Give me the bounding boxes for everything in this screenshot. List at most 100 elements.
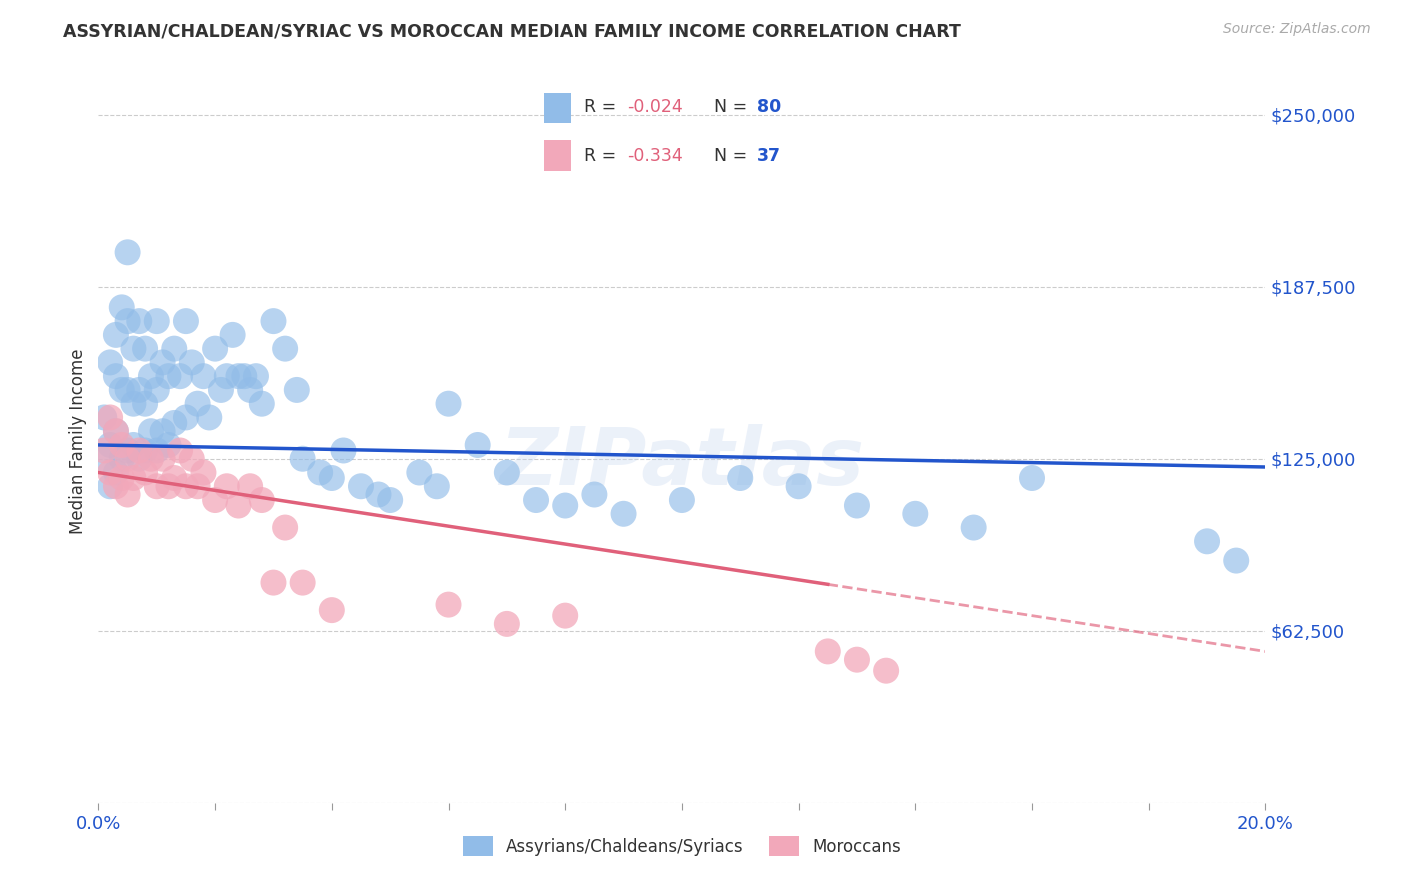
Point — [1195, 534, 1218, 549]
Point — [367, 487, 389, 501]
Point — [152, 424, 174, 438]
Point — [671, 493, 693, 508]
Point — [163, 416, 186, 430]
Point — [274, 342, 297, 356]
Point — [239, 479, 262, 493]
Text: ZIPatlas: ZIPatlas — [499, 425, 865, 502]
Point — [117, 451, 139, 466]
Point — [904, 507, 927, 521]
Text: 37: 37 — [756, 146, 780, 165]
Point — [163, 342, 186, 356]
Point — [193, 369, 215, 384]
Point — [111, 451, 134, 466]
Point — [180, 451, 202, 466]
Point — [93, 451, 115, 466]
Point — [198, 410, 221, 425]
Text: N =: N = — [714, 98, 752, 117]
Point — [104, 424, 127, 438]
Point — [139, 451, 162, 466]
Point — [496, 466, 519, 480]
Point — [612, 507, 634, 521]
Point — [228, 369, 250, 384]
Point — [174, 410, 197, 425]
Point — [1225, 553, 1247, 567]
Text: R =: R = — [583, 98, 621, 117]
Text: -0.334: -0.334 — [627, 146, 683, 165]
Text: ASSYRIAN/CHALDEAN/SYRIAC VS MOROCCAN MEDIAN FAMILY INCOME CORRELATION CHART: ASSYRIAN/CHALDEAN/SYRIAC VS MOROCCAN MED… — [63, 22, 962, 40]
Point — [209, 383, 232, 397]
Point — [1021, 471, 1043, 485]
Point — [174, 314, 197, 328]
Point — [245, 369, 267, 384]
Point — [187, 479, 209, 493]
Point — [467, 438, 489, 452]
Point — [204, 342, 226, 356]
Point — [554, 499, 576, 513]
Point — [111, 438, 134, 452]
Point — [215, 479, 238, 493]
Point — [221, 327, 243, 342]
Point — [193, 466, 215, 480]
Point — [98, 479, 121, 493]
Text: N =: N = — [714, 146, 752, 165]
Point — [139, 424, 162, 438]
Point — [122, 471, 145, 485]
Point — [496, 616, 519, 631]
Point — [730, 471, 752, 485]
Point — [875, 664, 897, 678]
Point — [128, 451, 150, 466]
Point — [215, 369, 238, 384]
Point — [122, 342, 145, 356]
Point — [239, 383, 262, 397]
Point — [104, 479, 127, 493]
Point — [122, 397, 145, 411]
Point — [111, 383, 134, 397]
Point — [117, 314, 139, 328]
Point — [111, 301, 134, 315]
Point — [157, 479, 180, 493]
Point — [187, 397, 209, 411]
Point — [134, 466, 156, 480]
Text: R =: R = — [583, 146, 621, 165]
Point — [104, 369, 127, 384]
Point — [139, 369, 162, 384]
Y-axis label: Median Family Income: Median Family Income — [69, 349, 87, 534]
Point — [128, 314, 150, 328]
Point — [146, 479, 169, 493]
Bar — [544, 140, 571, 170]
Point — [846, 499, 869, 513]
Point — [250, 397, 273, 411]
Point — [321, 603, 343, 617]
Point — [122, 438, 145, 452]
Point — [134, 397, 156, 411]
Point — [787, 479, 810, 493]
Point — [146, 314, 169, 328]
Point — [291, 451, 314, 466]
Point — [117, 487, 139, 501]
Point — [233, 369, 256, 384]
Point — [117, 443, 139, 458]
Point — [262, 575, 284, 590]
Point — [157, 438, 180, 452]
Point — [250, 493, 273, 508]
Point — [117, 383, 139, 397]
Point — [93, 443, 115, 458]
Point — [146, 443, 169, 458]
Point — [408, 466, 430, 480]
Bar — [544, 93, 571, 123]
Point — [554, 608, 576, 623]
Point — [98, 410, 121, 425]
Point — [98, 438, 121, 452]
Text: -0.024: -0.024 — [627, 98, 683, 117]
Point — [846, 653, 869, 667]
Point — [204, 493, 226, 508]
Point — [152, 451, 174, 466]
Point — [104, 327, 127, 342]
Point — [228, 499, 250, 513]
Point — [380, 493, 402, 508]
Point — [157, 369, 180, 384]
Point — [98, 466, 121, 480]
Point — [146, 383, 169, 397]
Point — [93, 410, 115, 425]
Point — [174, 479, 197, 493]
